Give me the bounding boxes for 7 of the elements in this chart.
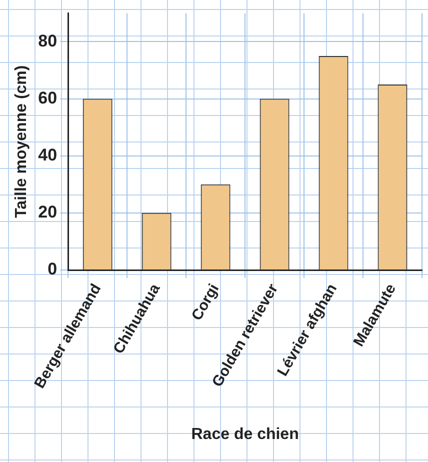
- y-tick-label: 40: [38, 146, 58, 165]
- y-axis-title: Taille moyenne (cm): [13, 65, 30, 218]
- y-tick-label: 0: [48, 260, 58, 279]
- x-axis-title: Race de chien: [191, 426, 299, 443]
- y-tick-label: 20: [38, 202, 58, 222]
- y-tick-label: 80: [38, 31, 58, 50]
- y-tick-label: 60: [38, 88, 58, 108]
